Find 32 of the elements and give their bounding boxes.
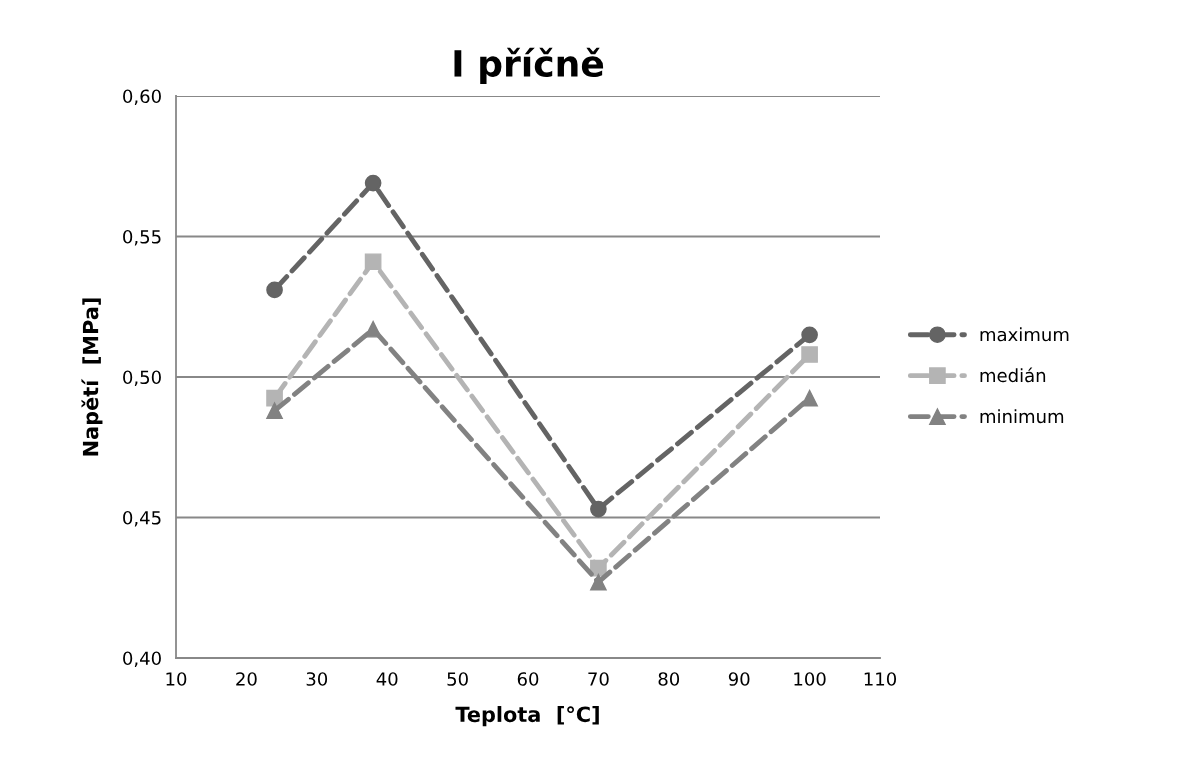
x-tick-label: 10 bbox=[166, 672, 187, 686]
x-tick-label: 90 bbox=[728, 672, 750, 686]
point bbox=[590, 500, 607, 518]
x-tick-label: 40 bbox=[376, 672, 398, 686]
point bbox=[801, 326, 818, 344]
x-tick-label: 50 bbox=[447, 672, 468, 686]
x-tick-label: 20 bbox=[236, 672, 257, 686]
chart-title: I příčně bbox=[454, 47, 604, 85]
y-axis-title: Napětí [MPa] bbox=[81, 298, 103, 456]
x-tick-label: 30 bbox=[306, 672, 328, 686]
point bbox=[364, 174, 382, 192]
point bbox=[364, 320, 382, 338]
y-tick-label: 0,60 bbox=[123, 89, 161, 105]
y-tick-label: 0,45 bbox=[123, 510, 161, 527]
legend-label: maximum bbox=[980, 327, 1069, 342]
legend-label: medián bbox=[980, 367, 1046, 383]
point bbox=[266, 402, 283, 420]
point bbox=[266, 281, 283, 299]
x-tick-label: 60 bbox=[517, 672, 539, 686]
y-tick-label: 0,50 bbox=[123, 370, 161, 386]
point bbox=[801, 389, 818, 407]
y-tick-label: 0,55 bbox=[123, 229, 161, 246]
point bbox=[590, 573, 607, 591]
legend-label: minimum bbox=[980, 409, 1064, 424]
y-tick-label: 0,40 bbox=[123, 651, 161, 667]
x-axis-title: Teplota [°C] bbox=[455, 706, 599, 727]
x-tick-label: 110 bbox=[864, 672, 897, 686]
x-tick-label: 100 bbox=[794, 672, 826, 686]
x-tick-label: 80 bbox=[658, 672, 680, 686]
x-tick-label: 70 bbox=[588, 672, 609, 686]
point bbox=[801, 346, 818, 363]
point bbox=[364, 253, 382, 271]
